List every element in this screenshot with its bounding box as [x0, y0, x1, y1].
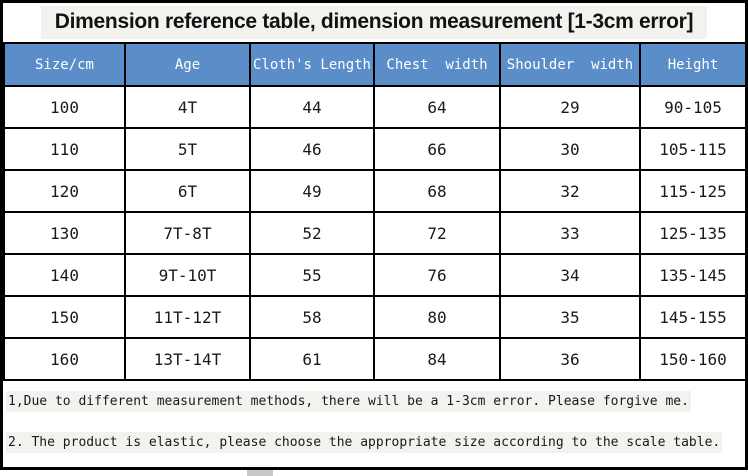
- table-cell: 11T-12T: [124, 295, 251, 339]
- table-row: 150 11T-12T 58 80 35 145-155: [3, 295, 747, 339]
- table-cell: 52: [249, 211, 375, 255]
- table-row: 120 6T 49 68 32 115-125: [3, 169, 747, 213]
- table-cell: 29: [499, 85, 641, 129]
- table-cell: 125-135: [639, 211, 747, 255]
- note-text: 2. The product is elastic, please choose…: [6, 432, 723, 453]
- table-row: 100 4T 44 64 29 90-105: [3, 85, 747, 129]
- table-cell: 55: [249, 253, 375, 297]
- table-cell: 35: [499, 295, 641, 339]
- notes-section: 1,Due to different measurement methods, …: [3, 381, 745, 453]
- table-cell: 13T-14T: [124, 337, 251, 381]
- table-cell: 72: [373, 211, 501, 255]
- table-cell: 110: [3, 127, 126, 171]
- table-cell: 84: [373, 337, 501, 381]
- column-header-height: Height: [639, 42, 747, 87]
- table-cell: 64: [373, 85, 501, 129]
- table-row: 140 9T-10T 55 76 34 135-145: [3, 253, 747, 297]
- table-cell: 160: [3, 337, 126, 381]
- table-cell: 120: [3, 169, 126, 213]
- table-cell: 33: [499, 211, 641, 255]
- table-cell: 90-105: [639, 85, 747, 129]
- table-cell: 30: [499, 127, 641, 171]
- table-cell: 58: [249, 295, 375, 339]
- header-row: Size/cm Age Cloth's Length Chest width S…: [3, 42, 747, 87]
- table-cell: 6T: [124, 169, 251, 213]
- table-cell: 80: [373, 295, 501, 339]
- bottom-edge-artifact: [247, 470, 273, 476]
- table-cell: 4T: [124, 85, 251, 129]
- size-table: Size/cm Age Cloth's Length Chest width S…: [3, 42, 747, 381]
- table-cell: 140: [3, 253, 126, 297]
- column-header-length: Cloth's Length: [249, 42, 375, 87]
- table-cell: 46: [249, 127, 375, 171]
- title-band: Dimension reference table, dimension mea…: [3, 3, 745, 42]
- table-cell: 9T-10T: [124, 253, 251, 297]
- note-text: 1,Due to different measurement methods, …: [6, 391, 691, 412]
- table-cell: 68: [373, 169, 501, 213]
- table-cell: 150-160: [639, 337, 747, 381]
- table-cell: 5T: [124, 127, 251, 171]
- table-cell: 36: [499, 337, 641, 381]
- table-cell: 115-125: [639, 169, 747, 213]
- note-line-2: 2. The product is elastic, please choose…: [6, 432, 742, 453]
- table-row: 160 13T-14T 61 84 36 150-160: [3, 337, 747, 381]
- table-cell: 7T-8T: [124, 211, 251, 255]
- table-cell: 66: [373, 127, 501, 171]
- table-cell: 100: [3, 85, 126, 129]
- table-cell: 150: [3, 295, 126, 339]
- table-cell: 34: [499, 253, 641, 297]
- table-cell: 145-155: [639, 295, 747, 339]
- column-header-shoulder: Shoulder width: [499, 42, 641, 87]
- note-line-1: 1,Due to different measurement methods, …: [6, 391, 742, 412]
- table-cell: 32: [499, 169, 641, 213]
- column-header-age: Age: [124, 42, 251, 87]
- table-cell: 44: [249, 85, 375, 129]
- column-header-chest: Chest width: [373, 42, 501, 87]
- table-cell: 130: [3, 211, 126, 255]
- table-cell: 61: [249, 337, 375, 381]
- page-title: Dimension reference table, dimension mea…: [40, 6, 708, 39]
- size-table-body: 100 4T 44 64 29 90-105 110 5T 46 66 30 105-115 120 6T…: [3, 85, 747, 381]
- table-cell: 105-115: [639, 127, 747, 171]
- table-cell: 135-145: [639, 253, 747, 297]
- table-cell: 76: [373, 253, 501, 297]
- table-cell: 49: [249, 169, 375, 213]
- table-row: 110 5T 46 66 30 105-115: [3, 127, 747, 171]
- column-header-size: Size/cm: [3, 42, 126, 87]
- table-row: 130 7T-8T 52 72 33 125-135: [3, 211, 747, 255]
